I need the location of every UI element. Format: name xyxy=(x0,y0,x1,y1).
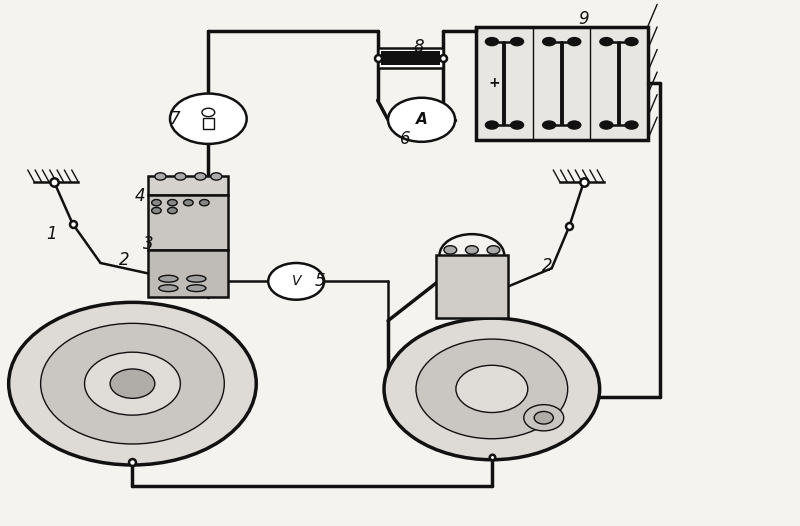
Circle shape xyxy=(41,323,224,444)
Circle shape xyxy=(542,120,556,130)
Circle shape xyxy=(388,98,455,142)
Circle shape xyxy=(542,37,556,46)
Circle shape xyxy=(466,246,478,254)
Bar xyxy=(381,50,440,65)
Text: 2: 2 xyxy=(119,251,130,269)
Bar xyxy=(202,118,214,129)
Circle shape xyxy=(624,120,638,130)
Circle shape xyxy=(174,173,186,180)
Text: 2: 2 xyxy=(542,257,553,275)
Circle shape xyxy=(85,352,180,415)
Circle shape xyxy=(524,404,564,431)
Circle shape xyxy=(152,207,162,214)
Bar xyxy=(149,176,228,195)
Text: A: A xyxy=(416,112,427,127)
Circle shape xyxy=(194,173,206,180)
Circle shape xyxy=(168,207,177,214)
Circle shape xyxy=(202,108,214,117)
Text: 7: 7 xyxy=(170,110,180,128)
Circle shape xyxy=(9,302,256,465)
Circle shape xyxy=(152,199,162,206)
Circle shape xyxy=(170,94,246,144)
Text: 3: 3 xyxy=(143,235,154,252)
Text: 5: 5 xyxy=(315,272,326,290)
Circle shape xyxy=(384,318,600,460)
Circle shape xyxy=(210,173,222,180)
Bar xyxy=(476,27,647,140)
Circle shape xyxy=(567,37,582,46)
Circle shape xyxy=(155,173,166,180)
Circle shape xyxy=(487,246,500,254)
Circle shape xyxy=(567,120,582,130)
Circle shape xyxy=(456,365,528,412)
Text: 4: 4 xyxy=(135,187,146,205)
Circle shape xyxy=(599,37,614,46)
Text: 1: 1 xyxy=(46,225,56,243)
Circle shape xyxy=(534,411,554,424)
Bar xyxy=(436,255,508,318)
Text: 9: 9 xyxy=(578,10,589,28)
Ellipse shape xyxy=(186,285,206,291)
Circle shape xyxy=(510,120,524,130)
Bar xyxy=(149,195,228,250)
Circle shape xyxy=(510,37,524,46)
Text: V: V xyxy=(291,275,301,288)
Bar xyxy=(378,48,443,68)
Circle shape xyxy=(110,369,155,398)
Circle shape xyxy=(199,199,209,206)
Circle shape xyxy=(416,339,568,439)
Circle shape xyxy=(485,37,499,46)
Ellipse shape xyxy=(159,285,178,291)
Text: 8: 8 xyxy=(414,38,425,56)
Circle shape xyxy=(168,199,177,206)
Ellipse shape xyxy=(186,275,206,282)
Text: +: + xyxy=(488,76,500,90)
Ellipse shape xyxy=(159,275,178,282)
Text: 6: 6 xyxy=(399,130,410,148)
Circle shape xyxy=(624,37,638,46)
Circle shape xyxy=(444,246,457,254)
Circle shape xyxy=(183,199,193,206)
Circle shape xyxy=(268,263,324,300)
Circle shape xyxy=(485,120,499,130)
Bar xyxy=(149,250,228,297)
Circle shape xyxy=(599,120,614,130)
